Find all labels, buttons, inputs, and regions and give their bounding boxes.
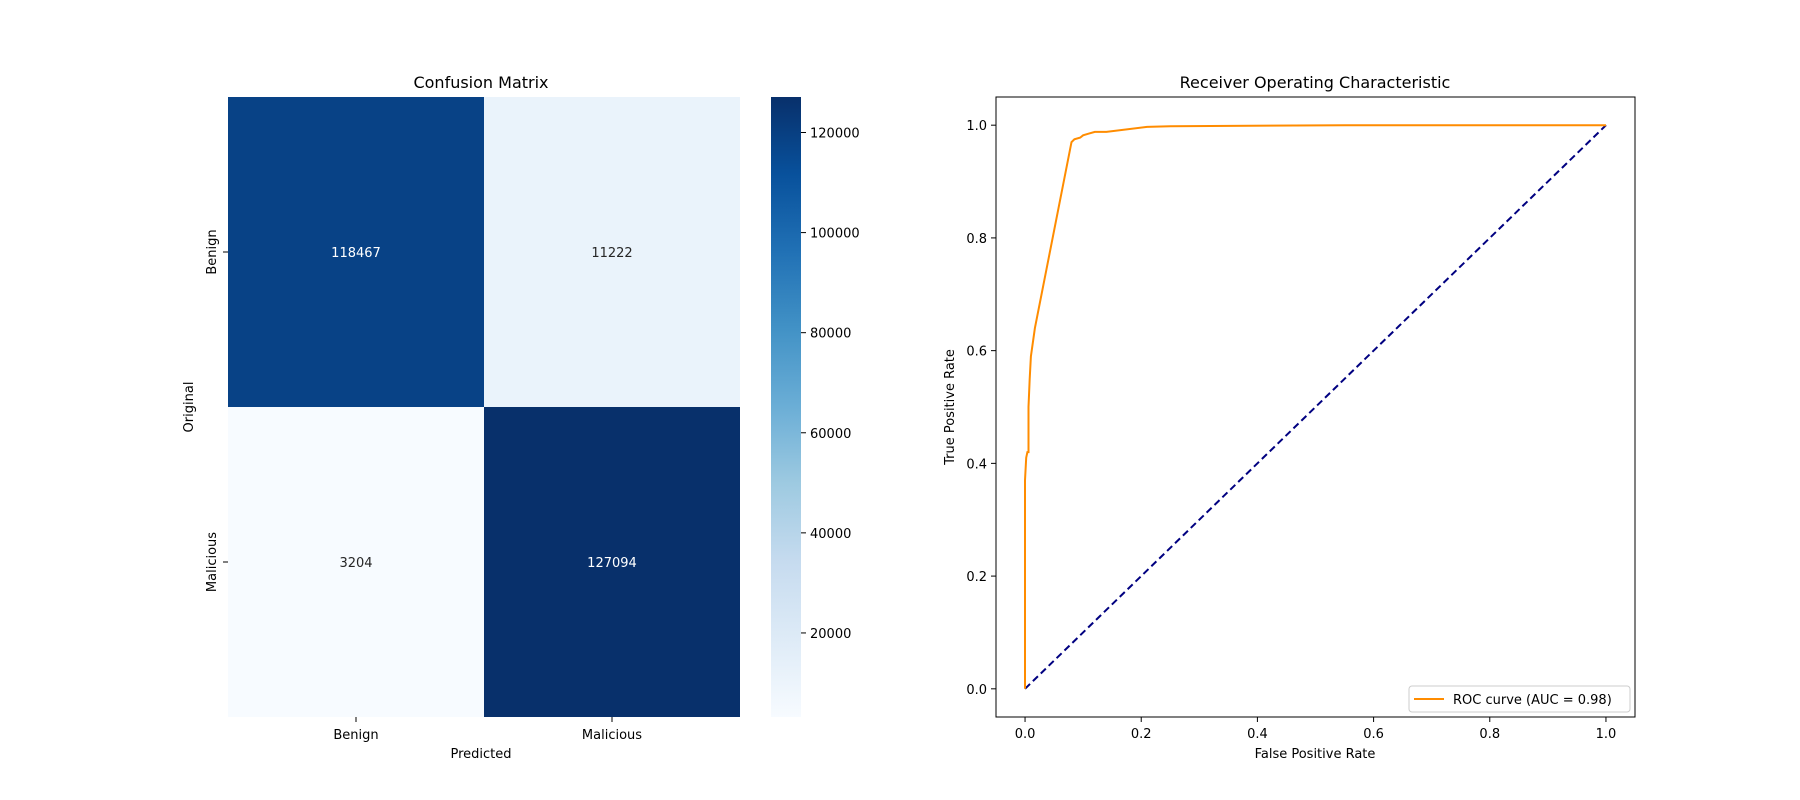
colorbar-tick-label: 20000 — [810, 627, 851, 642]
roc-lines — [1024, 124, 1607, 690]
confusion-matrix-xlabel: Predicted — [450, 747, 511, 762]
roc-panel: Receiver Operating Characteristic 0.0 0.2… — [943, 73, 1636, 762]
heatmap-cell — [228, 97, 484, 407]
y-tick-label: 1.0 — [966, 119, 987, 134]
x-tick-label: 1.0 — [1596, 727, 1617, 742]
x-tick-label: Malicious — [582, 728, 642, 743]
heatmap-cell-value: 3204 — [339, 556, 372, 571]
heatmap-cell-value: 127094 — [587, 556, 637, 571]
heatmap-axes: Benign Malicious Benign Malicious — [205, 229, 642, 743]
colorbar-ticks: 20000 40000 60000 80000 100000 120000 — [801, 127, 860, 642]
y-tick-label: Benign — [205, 229, 220, 274]
roc-axes: 0.0 0.2 0.4 0.6 0.8 1.0 0.0 0.2 0.4 0.6 0.8 1.0 — [966, 119, 1616, 742]
roc-plot-frame — [995, 96, 1636, 718]
heatmap-cell — [484, 407, 740, 717]
y-tick-label: Malicious — [205, 532, 220, 592]
confusion-matrix-title: Confusion Matrix — [413, 73, 548, 92]
heatmap-cell — [228, 407, 484, 717]
colorbar — [771, 97, 801, 717]
colorbar-tick-label: 120000 — [810, 127, 860, 142]
confusion-matrix-ylabel: Original — [182, 382, 197, 433]
x-tick-label: 0.8 — [1479, 727, 1500, 742]
roc-ylabel: True Positive Rate — [943, 349, 958, 466]
colorbar-tick-label: 80000 — [810, 327, 851, 342]
legend-box — [1408, 685, 1631, 713]
confusion-matrix-panel: Confusion Matrix 118467 11222 3204 127094 B… — [182, 73, 860, 762]
heatmap-cell-value: 11222 — [591, 246, 632, 261]
heatmap-cell-value: 118467 — [331, 246, 381, 261]
x-tick-label: 0.6 — [1363, 727, 1384, 742]
colorbar-tick-label: 100000 — [810, 227, 860, 242]
heatmap-cells: 118467 11222 3204 127094 — [228, 97, 740, 717]
colorbar-tick-label: 40000 — [810, 527, 851, 542]
legend-label: ROC curve (AUC = 0.98) — [1453, 693, 1612, 708]
y-tick-label: 0.8 — [966, 232, 987, 247]
x-tick-label: 0.2 — [1131, 727, 1152, 742]
roc-xlabel: False Positive Rate — [1255, 747, 1376, 762]
y-tick-label: 0.4 — [966, 457, 987, 472]
roc-legend: ROC curve (AUC = 0.98) — [1408, 685, 1631, 713]
x-tick-label: 0.0 — [1015, 727, 1036, 742]
x-tick-label: 0.4 — [1247, 727, 1268, 742]
y-tick-label: 0.2 — [966, 570, 987, 585]
roc-curve-line — [1024, 124, 1606, 689]
colorbar-tick-label: 60000 — [810, 427, 851, 442]
y-tick-label: 0.0 — [966, 683, 987, 698]
roc-title: Receiver Operating Characteristic — [1180, 73, 1451, 92]
heatmap-cell — [484, 97, 740, 407]
chance-diagonal-line — [1024, 124, 1607, 690]
y-tick-label: 0.6 — [966, 345, 987, 360]
x-tick-label: Benign — [333, 728, 378, 743]
